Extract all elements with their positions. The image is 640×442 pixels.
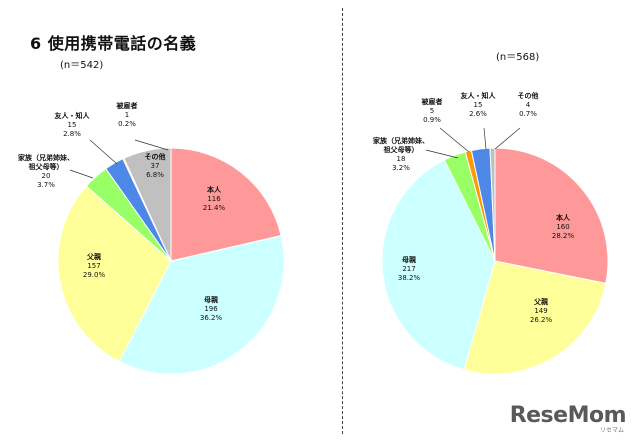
pie2-leader-3 xyxy=(425,149,459,159)
svg-text:父親: 父親 xyxy=(86,252,101,261)
svg-text:116: 116 xyxy=(207,195,221,203)
svg-text:被雇者: 被雇者 xyxy=(117,101,138,110)
chart-title: 6 使用携帯電話の名義 xyxy=(30,34,197,53)
svg-text:2.8%: 2.8% xyxy=(63,130,81,138)
svg-text:149: 149 xyxy=(534,307,547,315)
svg-text:38.2%: 38.2% xyxy=(398,274,421,282)
svg-text:3.7%: 3.7% xyxy=(37,181,55,189)
svg-text:3.2%: 3.2% xyxy=(392,164,410,172)
pie1-slice-0 xyxy=(170,147,282,262)
pie2-label-3: 家族（兄弟姉妹、祖父母等）183.2% xyxy=(373,136,429,172)
pie1-label-3: 家族（兄弟姉妹、祖父母等）203.7% xyxy=(18,153,74,189)
svg-text:18: 18 xyxy=(397,155,406,163)
left-pie-n-label: (n＝542) xyxy=(60,60,104,71)
pie2-leader-6 xyxy=(494,127,521,150)
svg-text:157: 157 xyxy=(87,262,100,270)
pie2-leader-5 xyxy=(483,127,487,150)
resemom-logo: ReseMom xyxy=(509,403,627,428)
svg-text:15: 15 xyxy=(68,121,77,129)
svg-text:4: 4 xyxy=(526,101,531,109)
pie2-slice-2 xyxy=(381,159,496,371)
pie2-slice-1 xyxy=(463,260,607,375)
svg-text:1: 1 xyxy=(125,111,129,119)
pie1-leader-5 xyxy=(134,139,169,151)
pie1-slice-1 xyxy=(118,235,285,375)
pie2-slice-6 xyxy=(489,147,496,262)
svg-text:20: 20 xyxy=(42,172,51,180)
pie1-leader-4 xyxy=(89,139,118,165)
panel-divider xyxy=(342,8,343,434)
svg-text:5: 5 xyxy=(430,107,434,115)
svg-text:母親: 母親 xyxy=(402,255,416,264)
right-pie-n-label: (n＝568) xyxy=(496,52,540,63)
pie1-leader-3 xyxy=(69,169,94,179)
svg-text:6.8%: 6.8% xyxy=(146,171,164,179)
svg-text:2.6%: 2.6% xyxy=(469,110,487,118)
pie2-slice-0 xyxy=(494,147,609,284)
svg-text:友人・知人: 友人・知人 xyxy=(460,91,497,100)
svg-text:父親: 父親 xyxy=(533,297,548,306)
svg-text:0.2%: 0.2% xyxy=(118,120,136,128)
svg-text:その他: その他 xyxy=(145,152,166,161)
svg-text:196: 196 xyxy=(204,305,218,313)
pie1-slice-2 xyxy=(57,185,172,363)
svg-text:本人: 本人 xyxy=(555,213,571,222)
resemom-logo-subtext: リセマム xyxy=(599,427,624,434)
svg-text:家族（兄弟姉妹、: 家族（兄弟姉妹、 xyxy=(373,136,429,145)
pie2-leader-4 xyxy=(439,127,470,153)
svg-text:28.2%: 28.2% xyxy=(552,232,575,240)
svg-text:0.9%: 0.9% xyxy=(423,116,441,124)
svg-text:21.4%: 21.4% xyxy=(203,204,226,212)
svg-text:15: 15 xyxy=(474,101,483,109)
svg-text:37: 37 xyxy=(151,162,160,170)
svg-text:26.2%: 26.2% xyxy=(530,316,553,324)
svg-text:217: 217 xyxy=(402,265,415,273)
svg-text:被雇者: 被雇者 xyxy=(422,97,443,106)
svg-text:その他: その他 xyxy=(518,91,539,100)
svg-text:36.2%: 36.2% xyxy=(200,314,223,322)
svg-text:本人: 本人 xyxy=(206,185,222,194)
svg-text:祖父母等）: 祖父母等） xyxy=(28,162,64,171)
svg-text:0.7%: 0.7% xyxy=(519,110,537,118)
svg-text:29.0%: 29.0% xyxy=(83,271,106,279)
pie1-slice-6 xyxy=(123,147,172,262)
svg-text:家族（兄弟姉妹、: 家族（兄弟姉妹、 xyxy=(18,153,74,162)
svg-text:友人・知人: 友人・知人 xyxy=(54,111,91,120)
svg-text:祖父母等）: 祖父母等） xyxy=(383,145,419,154)
svg-text:母親: 母親 xyxy=(204,295,218,304)
svg-text:160: 160 xyxy=(556,223,569,231)
